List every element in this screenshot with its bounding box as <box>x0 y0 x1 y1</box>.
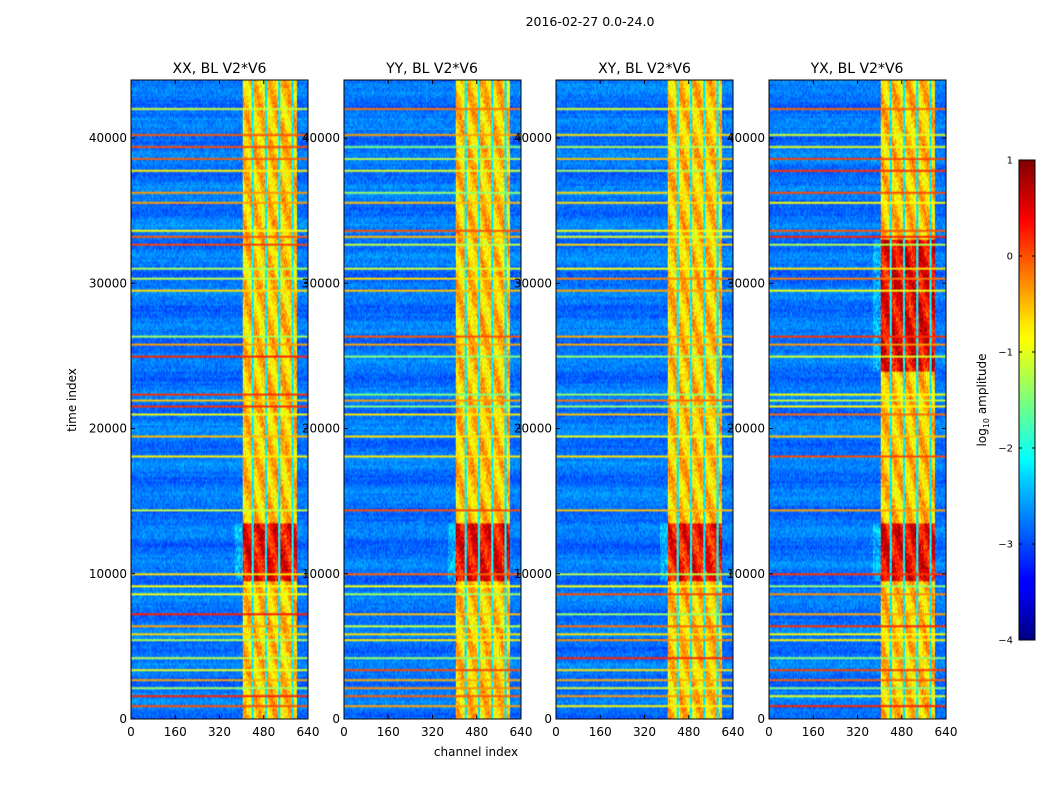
colorbar: 10−1−2−3−4 log10 amplitude <box>975 156 1036 647</box>
x-tick-label: 480 <box>890 725 913 739</box>
y-tick-label: 10000 <box>89 567 127 581</box>
panel-title-xy: XY, BL V2*V6 <box>598 61 691 77</box>
x-tick-label: 0 <box>340 725 348 739</box>
colorbar-label-subscript: 10 <box>982 418 991 428</box>
x-tick-label: 0 <box>127 725 135 739</box>
x-tick-label: 320 <box>208 725 231 739</box>
colorbar-gradient <box>1018 159 1036 641</box>
axis-ticks-xy: 0 160 320 480 640 0 10000 20000 30000 40000 <box>514 80 745 739</box>
panel-yx: YX, BL V2*V6 0 160 320 480 640 0 10000 20000 300… <box>727 61 958 739</box>
colorbar-label-rest: amplitude <box>975 354 989 418</box>
heatmap-xy <box>556 80 733 719</box>
y-tick-label: 40000 <box>514 131 552 145</box>
panel-title-xx: XX, BL V2*V6 <box>173 61 267 77</box>
panel-title-yx: YX, BL V2*V6 <box>810 61 904 77</box>
colorbar-tick-label: −3 <box>998 540 1013 551</box>
x-tick-label: 640 <box>722 725 745 739</box>
x-tick-label: 320 <box>421 725 444 739</box>
y-tick-label: 0 <box>544 712 552 726</box>
panel-yy: YY, BL V2*V6 0 160 320 480 640 0 10000 20000 300… <box>302 61 533 739</box>
y-tick-label: 10000 <box>514 567 552 581</box>
heatmap-yx <box>769 80 946 719</box>
y-tick-label: 20000 <box>514 422 552 436</box>
y-tick-label: 30000 <box>89 276 127 290</box>
x-tick-label: 160 <box>164 725 187 739</box>
x-tick-label: 640 <box>935 725 958 739</box>
heatmap-yy <box>344 80 521 719</box>
axis-ticks-yy: 0 160 320 480 640 0 10000 20000 30000 40000 <box>302 80 533 739</box>
figure-suptitle: 2016-02-27 0.0-24.0 <box>526 14 655 29</box>
panel-xx: XX, BL V2*V6 0 160 320 480 640 0 10000 20000 300… <box>89 61 320 739</box>
x-tick-label: 0 <box>765 725 773 739</box>
colorbar-ticks: 1 0 −1 −2 −3 −4 <box>998 156 1035 647</box>
y-axis-label: time index <box>65 368 79 432</box>
y-tick-label: 40000 <box>89 131 127 145</box>
colorbar-tick-label: −1 <box>998 348 1013 359</box>
x-tick-label: 640 <box>510 725 533 739</box>
y-tick-label: 0 <box>757 712 765 726</box>
y-tick-label: 20000 <box>727 422 765 436</box>
y-tick-label: 30000 <box>302 276 340 290</box>
x-tick-label: 160 <box>377 725 400 739</box>
panel-title-yy: YY, BL V2*V6 <box>385 61 478 77</box>
colorbar-label-base: log <box>975 428 989 446</box>
y-tick-label: 10000 <box>727 567 765 581</box>
y-tick-label: 30000 <box>727 276 765 290</box>
panel-xy: XY, BL V2*V6 0 160 320 480 640 0 10000 20000 300… <box>514 61 745 739</box>
y-tick-label: 20000 <box>302 422 340 436</box>
colorbar-tick-label: 1 <box>1007 156 1013 167</box>
x-axis-label: channel index <box>434 745 518 759</box>
y-tick-label: 40000 <box>727 131 765 145</box>
colorbar-tick-label: 0 <box>1007 252 1013 263</box>
x-tick-label: 640 <box>297 725 320 739</box>
y-tick-label: 0 <box>332 712 340 726</box>
x-tick-label: 320 <box>633 725 656 739</box>
colorbar-label: log10 amplitude <box>975 354 991 447</box>
y-tick-label: 10000 <box>302 567 340 581</box>
x-tick-label: 320 <box>846 725 869 739</box>
y-tick-label: 30000 <box>514 276 552 290</box>
y-tick-label: 40000 <box>302 131 340 145</box>
heatmap-xx <box>131 80 308 719</box>
colorbar-tick-label: −2 <box>998 444 1013 455</box>
x-tick-label: 160 <box>589 725 612 739</box>
x-tick-label: 480 <box>677 725 700 739</box>
x-tick-label: 160 <box>802 725 825 739</box>
x-tick-label: 480 <box>252 725 275 739</box>
x-tick-label: 480 <box>465 725 488 739</box>
colorbar-tick-label: −4 <box>998 636 1013 647</box>
y-tick-label: 20000 <box>89 422 127 436</box>
x-tick-label: 0 <box>552 725 560 739</box>
axis-ticks-xx: 0 160 320 480 640 0 10000 20000 30000 40000 <box>89 80 320 739</box>
y-tick-label: 0 <box>119 712 127 726</box>
axis-ticks-yx: 0 160 320 480 640 0 10000 20000 30000 40000 <box>727 80 958 739</box>
